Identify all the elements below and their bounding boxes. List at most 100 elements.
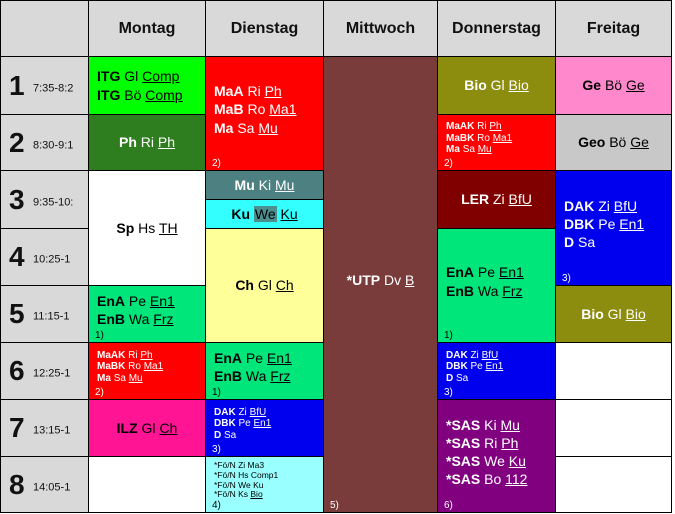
lesson-lines: MaAK Ri Ph MaBK Ro Ma1 Ma Sa Mu	[438, 115, 555, 170]
lesson-cell-mo-8[interactable]	[88, 456, 206, 513]
room-code: En1	[149, 292, 175, 309]
lesson-cell-di-1[interactable]: MaA Ri Ph MaB Ro Ma1 Ma Sa Mu 2)	[205, 56, 324, 171]
teacher-code: Ri	[477, 121, 487, 133]
lesson-line: *Fö/N We Ku	[214, 479, 315, 491]
teacher-code: Zi	[238, 406, 247, 418]
subject-code: ITG	[97, 86, 121, 103]
subject-code: Sp	[116, 219, 135, 236]
lesson-cell-di-6[interactable]: EnA Pe En1 EnB Wa Frz 1)	[205, 342, 324, 400]
lesson-cell-do-4[interactable]: EnA Pe En1 EnB Wa Frz 1)	[437, 228, 556, 343]
lesson-cell-fr-3[interactable]: DAK Zi BfU DBK Pe En1 D Sa 3)	[555, 170, 672, 286]
footnote-marker: 3)	[212, 444, 221, 455]
lesson-line: EnB Wa Frz	[446, 282, 547, 300]
lesson-cell-do-6[interactable]: DAK Zi BfU DBK Pe En1 D Sa 3)	[437, 342, 556, 400]
teacher-code: *Fö/N Zi	[214, 459, 246, 470]
lesson-line: DAK Zi BfU	[564, 197, 663, 215]
lesson-cell-mi-1[interactable]: *UTP Dv B 5)	[323, 56, 438, 513]
lesson-line: ILZ Gl Ch	[117, 419, 178, 437]
teacher-code: We	[484, 453, 505, 469]
lesson-cell-fr-7[interactable]	[555, 399, 672, 457]
lesson-line: LER Zi BfU	[461, 190, 532, 208]
room-code: 112	[505, 471, 528, 488]
room-code: Bio	[508, 77, 529, 94]
lesson-cell-di-4[interactable]: Ch Gl Ch	[205, 228, 324, 343]
period-time: 11:15-1	[33, 310, 70, 323]
subject-code: MaA	[214, 83, 244, 100]
teacher-code: Sa	[462, 144, 475, 156]
teacher-code: Pe	[477, 264, 496, 281]
lesson-cell-di-3b[interactable]: Ku We Ku	[205, 199, 324, 229]
subject-code: Bio	[464, 77, 487, 94]
lesson-cell-di-7[interactable]: DAK Zi BfU DBK Pe En1 D Sa 3)	[205, 399, 324, 457]
subject-code: *SAS	[446, 471, 481, 488]
teacher-code: Hs	[138, 219, 156, 236]
lesson-lines: MaA Ri Ph MaB Ro Ma1 Ma Sa Mu	[206, 57, 323, 170]
lesson-cell-mo-5[interactable]: EnA Pe En1 EnB Wa Frz 1)	[88, 285, 206, 343]
footnote-marker: 2)	[444, 158, 453, 169]
lesson-line: MaAK Ri Ph	[446, 121, 547, 133]
room-code: Comp	[142, 68, 180, 85]
lesson-cell-mo-2[interactable]: Ph Ri Ph	[88, 114, 206, 171]
lesson-lines: DAK Zi BfU DBK Pe En1 D Sa	[438, 343, 555, 399]
lesson-line: D Sa	[564, 233, 663, 251]
room-code: Ph	[140, 349, 153, 361]
lesson-cell-di-3[interactable]: Mu Ki Mu	[205, 170, 324, 200]
lesson-cell-mo-3[interactable]: Sp Hs TH	[88, 170, 206, 286]
subject-code: DAK	[564, 197, 595, 214]
period-time: 14:05-1	[33, 480, 71, 493]
period-number: 8	[9, 468, 25, 500]
teacher-code: Ri	[128, 349, 138, 361]
teacher-code: Pe	[470, 361, 483, 373]
lesson-cell-do-3[interactable]: LER Zi BfU	[437, 170, 556, 229]
lesson-cell-mo-7[interactable]: ILZ Gl Ch	[88, 399, 206, 457]
footnote-marker: 1)	[212, 387, 221, 398]
lesson-cell-mo-1[interactable]: ITG Gl Comp ITG Bö Comp	[88, 56, 206, 115]
subject-code: Ma	[97, 372, 111, 384]
lesson-line: Ma Sa Mu	[446, 144, 547, 156]
room-code: Mu	[500, 416, 520, 433]
subject-code: *SAS	[446, 434, 481, 451]
lesson-line: Ma Sa Mu	[214, 119, 315, 137]
lesson-line: DAK Zi BfU	[214, 407, 315, 419]
subject-code: LER	[461, 191, 490, 208]
lesson-line: Ma Sa Mu	[97, 373, 197, 385]
lesson-cell-do-1[interactable]: Bio Gl Bio	[437, 56, 556, 115]
lesson-cell-fr-2[interactable]: Geo Bö Ge	[555, 114, 672, 171]
lesson-cell-di-8[interactable]: *Fö/N Zi Ma3 *Fö/N Hs Comp1 *Fö/N We Ku *Fö…	[205, 456, 324, 513]
room-code: Ge	[625, 77, 645, 94]
room-code: Mu	[477, 144, 492, 156]
subject-code: Ph	[118, 134, 137, 151]
teacher-code: Dv	[383, 272, 402, 289]
lesson-line: *SAS Ki Mu	[446, 416, 547, 434]
lesson-cell-do-2[interactable]: MaAK Ri Ph MaBK Ro Ma1 Ma Sa Mu 2)	[437, 114, 556, 171]
lesson-cell-mo-6[interactable]: MaAK Ri Ph MaBK Ro Ma1 Ma Sa Mu 2)	[88, 342, 206, 400]
lesson-cell-fr-5[interactable]: Bio Gl Bio	[555, 285, 672, 343]
lesson-cell-fr-1[interactable]: Ge Bö Ge	[555, 56, 672, 115]
subject-code: D	[446, 372, 454, 384]
footnote-marker: 1)	[95, 330, 104, 341]
lesson-line: *Fö/N Hs Comp1	[214, 470, 315, 481]
room-code: Ku	[253, 479, 264, 490]
room-code: Bio	[625, 305, 646, 322]
room-code: Mu	[275, 176, 295, 193]
lesson-cell-do-7[interactable]: *SAS Ki Mu *SAS Ri Ph *SAS We Ku *SAS Bo 11…	[437, 399, 556, 513]
lesson-line: EnB Wa Frz	[97, 310, 197, 328]
footnote-marker: 3)	[562, 273, 571, 284]
lesson-line: EnA Pe En1	[97, 292, 197, 310]
lesson-lines: ITG Gl Comp ITG Bö Comp	[89, 57, 205, 114]
lesson-line: *UTP Dv B	[347, 271, 415, 289]
lesson-line: Geo Bö Ge	[578, 133, 649, 151]
teacher-code: Pe	[245, 349, 264, 366]
lesson-lines	[556, 400, 671, 456]
lesson-lines	[556, 343, 671, 399]
lesson-cell-fr-6[interactable]	[555, 342, 672, 400]
lesson-cell-fr-8[interactable]	[555, 456, 672, 513]
room-code: Ma1	[492, 132, 513, 144]
period-time: 8:30-9:1	[33, 138, 74, 151]
subject-code: Ge	[582, 77, 602, 94]
subject-code: MaBK	[97, 361, 126, 373]
room-code: Ma3	[247, 459, 265, 470]
room-code: Ku	[508, 453, 526, 469]
day-header-mittwoch: Mittwoch	[323, 0, 438, 57]
